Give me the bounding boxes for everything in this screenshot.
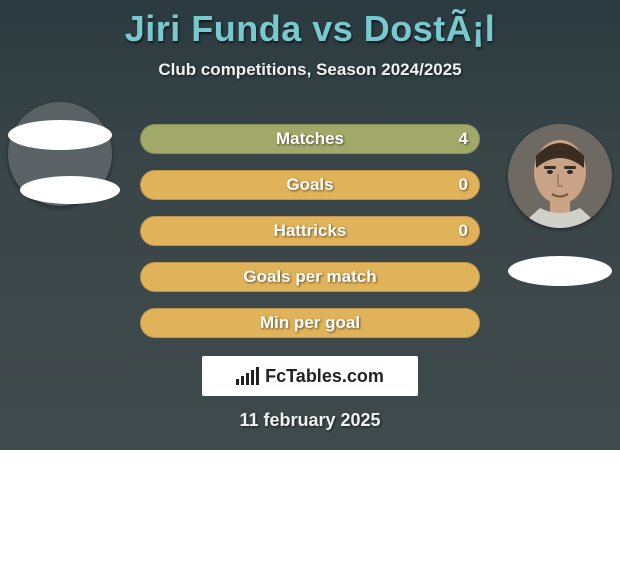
page-subtitle: Club competitions, Season 2024/2025	[0, 60, 620, 80]
source-logo: FcTables.com	[202, 356, 418, 396]
player-right-avatar	[508, 124, 612, 228]
stat-value-right: 4	[459, 129, 468, 149]
stat-label: Goals	[286, 175, 333, 195]
source-logo-text: FcTables.com	[265, 366, 384, 387]
page-title: Jiri Funda vs DostÃ¡l	[0, 0, 620, 50]
stat-label: Goals per match	[243, 267, 376, 287]
stat-row-goals: Goals 0	[140, 170, 480, 200]
stat-row-matches: Matches 4	[140, 124, 480, 154]
date-text: 11 february 2025	[0, 410, 620, 431]
stat-label: Min per goal	[260, 313, 360, 333]
bars-icon	[236, 367, 259, 385]
decorative-blob	[8, 120, 112, 150]
face-icon	[508, 124, 612, 228]
decorative-blob	[508, 256, 612, 286]
stat-rows: Matches 4 Goals 0 Hattricks 0 Goals per …	[140, 124, 480, 354]
stat-value-right: 0	[459, 221, 468, 241]
decorative-blob	[20, 176, 120, 204]
stat-row-min-per-goal: Min per goal	[140, 308, 480, 338]
stat-row-hattricks: Hattricks 0	[140, 216, 480, 246]
stat-value-right: 0	[459, 175, 468, 195]
comparison-card: Jiri Funda vs DostÃ¡l Club competitions,…	[0, 0, 620, 450]
stat-label: Hattricks	[274, 221, 347, 241]
stat-row-goals-per-match: Goals per match	[140, 262, 480, 292]
stat-label: Matches	[276, 129, 344, 149]
